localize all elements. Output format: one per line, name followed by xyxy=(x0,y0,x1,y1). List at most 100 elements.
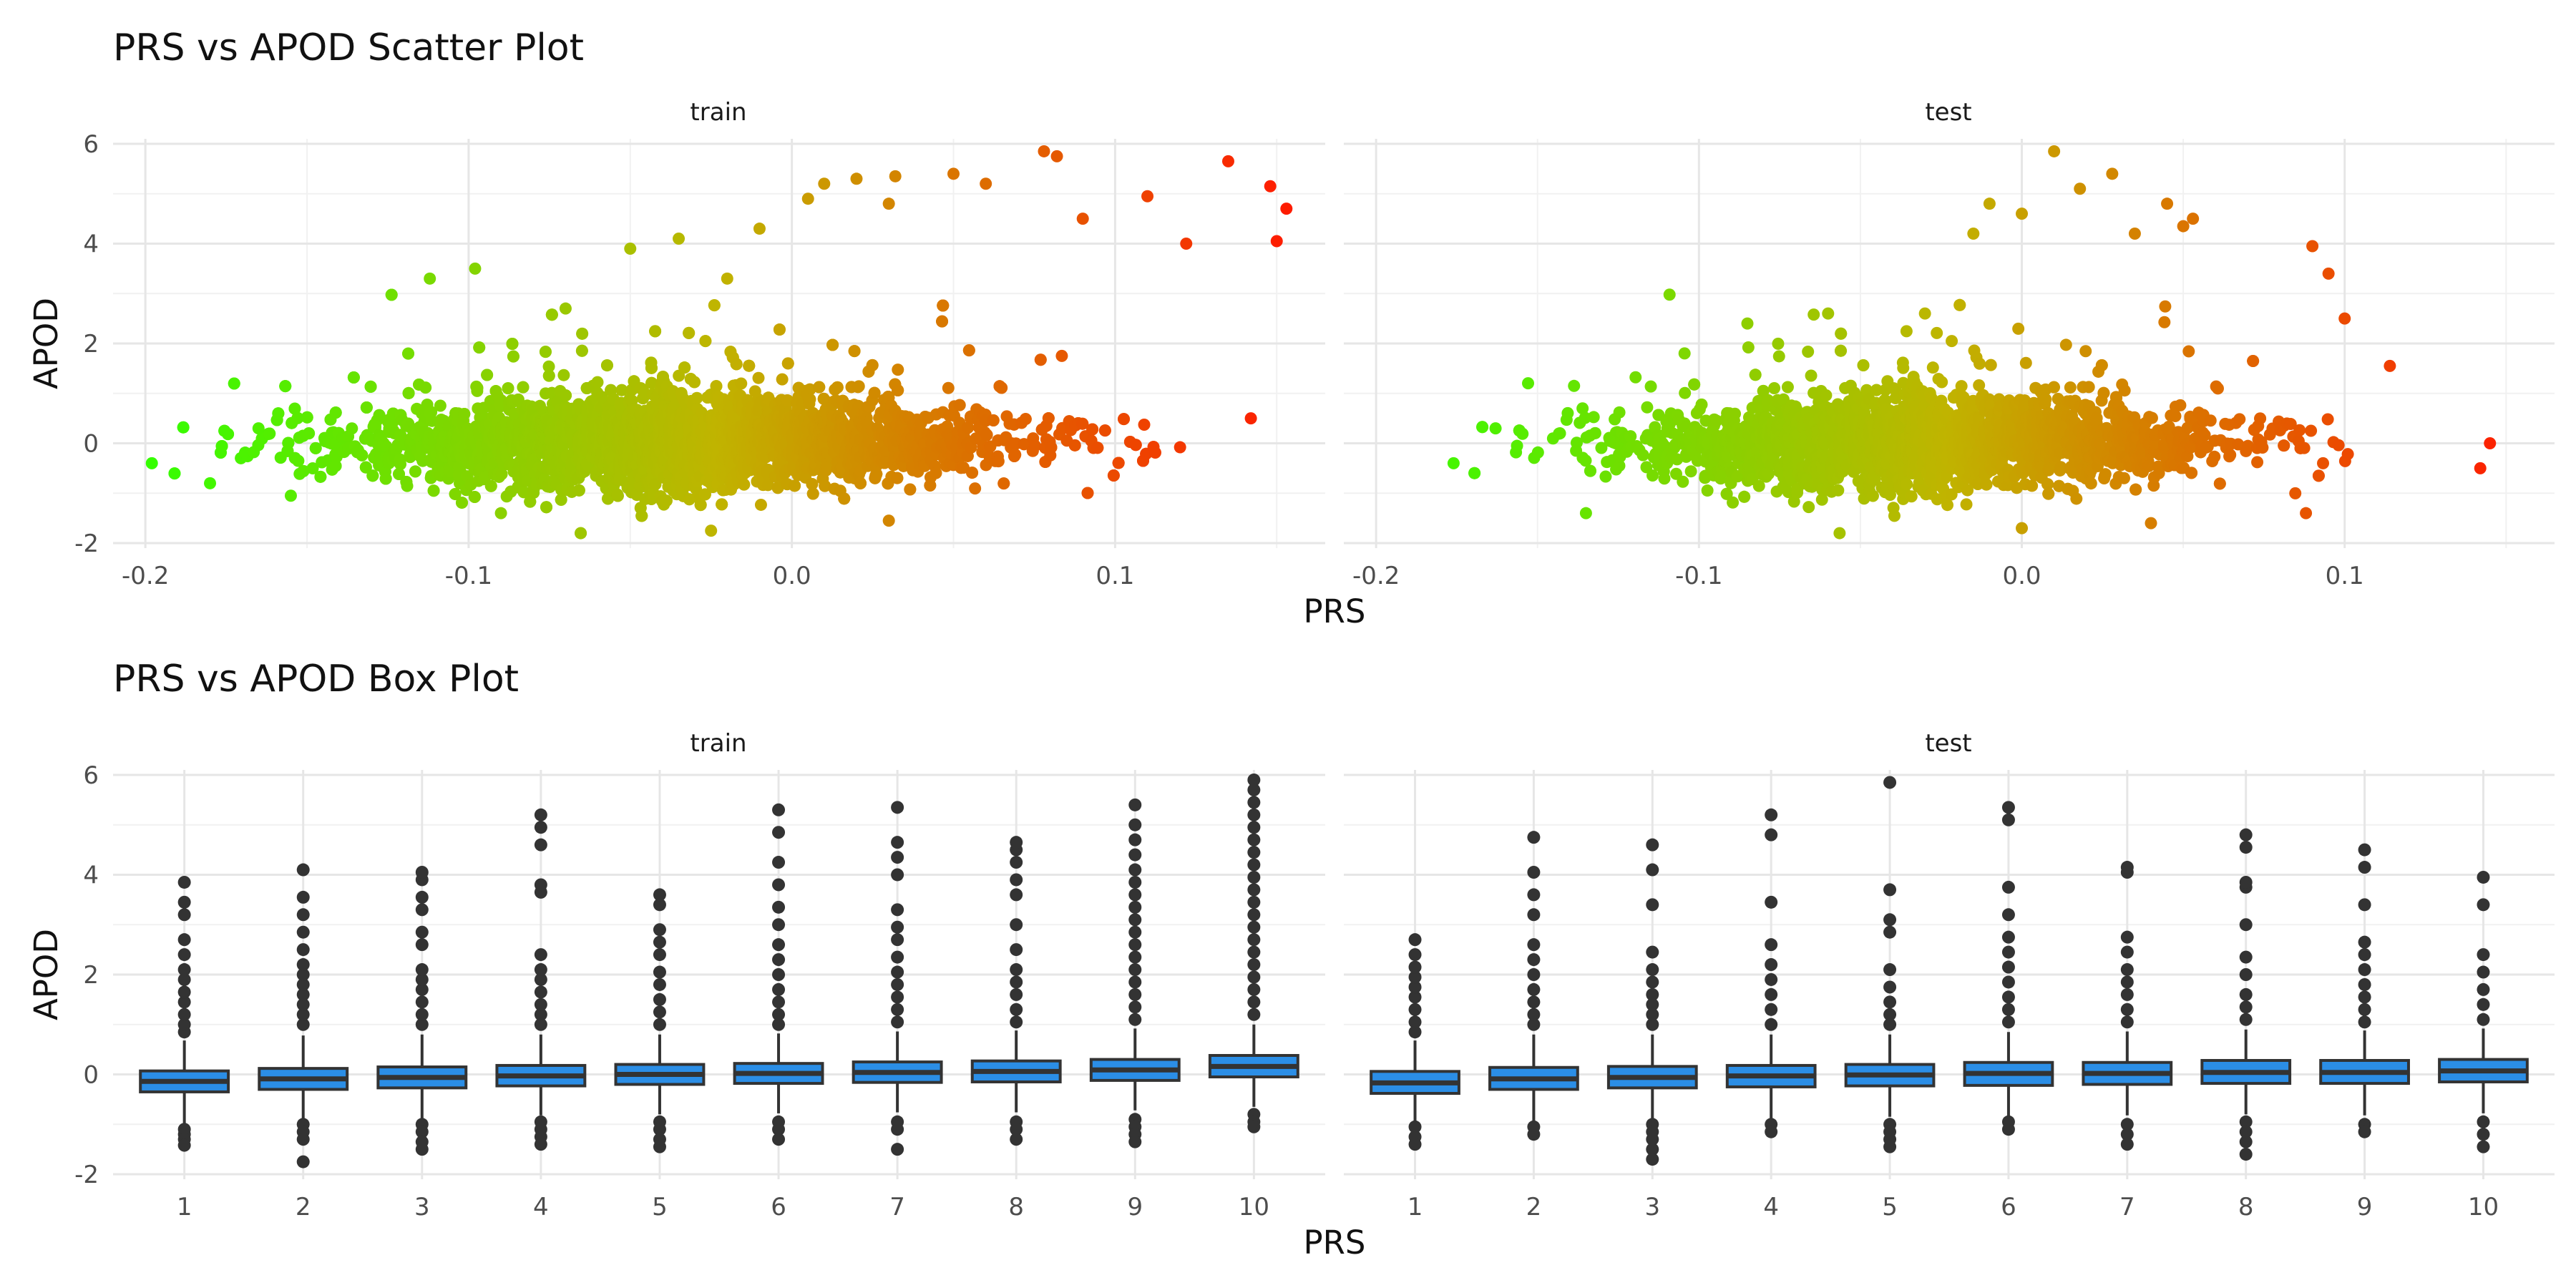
scatter-point xyxy=(379,472,392,485)
scatter-point xyxy=(282,436,295,449)
scatter-point xyxy=(866,358,879,371)
scatter-point xyxy=(347,371,360,384)
scatter-point xyxy=(930,467,942,479)
scatter-point xyxy=(572,484,585,497)
scatter-point xyxy=(645,361,658,374)
scatter-point xyxy=(557,369,570,381)
scatter-title: PRS vs APOD Scatter Plot xyxy=(113,26,584,69)
scatter-point xyxy=(301,411,313,424)
scatter-point xyxy=(468,490,481,503)
scatter-point xyxy=(838,492,851,505)
scatter-point xyxy=(870,468,883,481)
scatter-point xyxy=(495,468,508,481)
scatter-point xyxy=(776,373,789,386)
scatter-point xyxy=(484,479,497,492)
scatter-point xyxy=(904,483,917,496)
scatter-point xyxy=(813,381,826,394)
scatter-point xyxy=(512,393,525,406)
scatter-point xyxy=(804,393,816,406)
scatter-point xyxy=(425,406,438,419)
scatter-point xyxy=(402,347,415,360)
scatter-point xyxy=(471,381,484,394)
scatter-point xyxy=(177,421,190,434)
scatter-point xyxy=(683,326,696,339)
scatter-point xyxy=(297,464,310,477)
scatter-point xyxy=(314,470,327,483)
scatter-point xyxy=(699,335,712,348)
scatter-point xyxy=(891,472,904,484)
scatter-point xyxy=(366,469,379,482)
scatter-point xyxy=(743,359,756,372)
scatter-point xyxy=(288,402,301,415)
scatter-point xyxy=(575,344,588,357)
scatter-point xyxy=(346,422,358,435)
scatter-strip-train: train xyxy=(690,98,746,127)
scatter-point xyxy=(545,308,558,321)
scatter-point xyxy=(373,409,386,421)
scatter-point xyxy=(215,439,228,452)
scatter-point xyxy=(826,338,839,351)
scatter-point xyxy=(892,384,904,397)
scatter-point xyxy=(781,357,794,370)
scatter-point xyxy=(691,391,703,404)
scatter-point xyxy=(716,498,728,511)
scatter-point xyxy=(738,478,751,491)
scatter-point xyxy=(385,288,398,301)
scatter-point xyxy=(539,346,552,358)
scatter-point xyxy=(291,411,304,424)
scatter-point xyxy=(600,359,613,372)
scatter-point xyxy=(660,494,673,507)
scatter-point xyxy=(168,467,181,480)
scatter-point xyxy=(401,479,414,492)
scatter-point xyxy=(678,361,691,374)
scatter-point xyxy=(394,458,407,471)
scatter-point xyxy=(434,399,447,412)
scatter-point xyxy=(419,381,432,394)
scatter-point xyxy=(360,401,373,414)
scatter-point xyxy=(359,461,372,474)
scatter-point xyxy=(892,364,904,376)
scatter-point xyxy=(329,459,342,472)
scatter-point xyxy=(409,465,421,478)
scatter-point xyxy=(752,371,765,384)
scatter-point xyxy=(458,407,471,420)
scatter-point xyxy=(393,467,406,480)
scatter-point xyxy=(263,427,276,440)
scatter-point xyxy=(576,327,589,340)
scatter-point xyxy=(364,380,377,393)
scatter-point xyxy=(575,527,587,540)
scatter-point xyxy=(635,509,648,522)
scatter-point xyxy=(507,350,519,363)
scatter-point xyxy=(542,369,555,382)
scatter-point xyxy=(854,477,867,489)
scatter-point xyxy=(540,501,553,514)
scatter-point xyxy=(306,462,319,475)
scatter-point xyxy=(852,380,865,393)
scatter-point xyxy=(292,454,305,467)
scatter-point xyxy=(789,479,801,492)
scatter-point xyxy=(806,487,819,500)
scatter-point xyxy=(272,407,285,420)
scatter-point xyxy=(517,486,530,499)
scatter-point xyxy=(279,380,292,393)
scatter-point xyxy=(708,299,721,312)
scatter-point xyxy=(222,428,235,441)
scatter-strip-test: test xyxy=(1925,98,1971,127)
scatter-point xyxy=(649,325,662,338)
scatter-point xyxy=(559,389,572,402)
scatter-point xyxy=(473,341,486,354)
scatter-point xyxy=(611,489,624,502)
scatter-point xyxy=(730,358,743,371)
scatter-point xyxy=(481,369,494,381)
scatter-point xyxy=(329,406,342,419)
scatter-point xyxy=(848,345,861,358)
scatter-point xyxy=(754,498,767,511)
scatter-point xyxy=(309,441,322,454)
scatter-point xyxy=(303,427,316,440)
scatter-point xyxy=(228,377,240,390)
scatter-point xyxy=(831,381,844,394)
scatter-point xyxy=(506,338,519,351)
scatter-panel-train xyxy=(113,139,1325,548)
scatter-point xyxy=(449,487,462,500)
